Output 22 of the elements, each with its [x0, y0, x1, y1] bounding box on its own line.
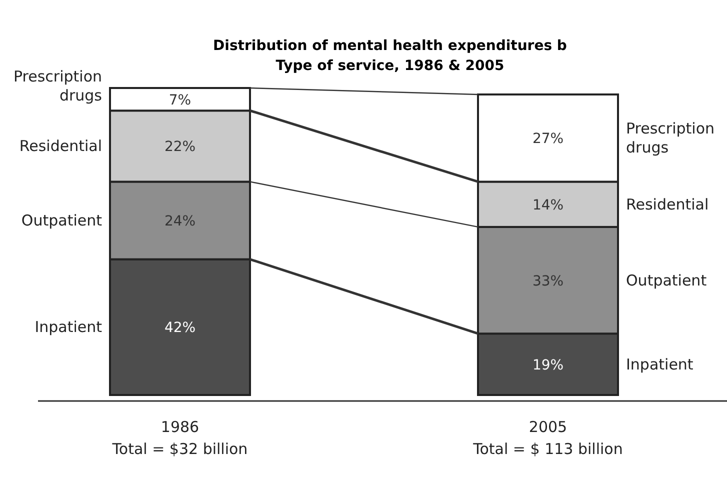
chart-subtitle: Type of service, 1986 & 2005 [276, 58, 504, 74]
series-label: Outpatient [21, 211, 102, 230]
text: Total = $32 billion [111, 440, 248, 458]
data-label: 7% [168, 92, 192, 108]
series-label: Inpatient [34, 318, 102, 336]
text: Prescription drugs [626, 120, 714, 157]
chart-title: Distribution of mental health expenditures b [213, 38, 567, 54]
data-label: 24% [164, 213, 196, 230]
series-label: Residential [19, 137, 102, 156]
data-label: 22% [164, 139, 196, 156]
data-label: 27% [532, 131, 564, 148]
text: Total = $ 113 billion [472, 440, 623, 458]
data-label: 42% [164, 320, 196, 336]
text: Residential [626, 195, 709, 214]
text: Outpatient [626, 271, 707, 290]
data-label: 14% [532, 197, 564, 214]
x-tick-label: 1986 [160, 418, 200, 436]
series-label: Prescription drugs [14, 68, 102, 104]
text: Inpatient [626, 355, 694, 374]
data-label: 33% [532, 273, 564, 290]
data-label: 19% [532, 357, 564, 374]
x-tick-label: 2005 [528, 418, 568, 436]
